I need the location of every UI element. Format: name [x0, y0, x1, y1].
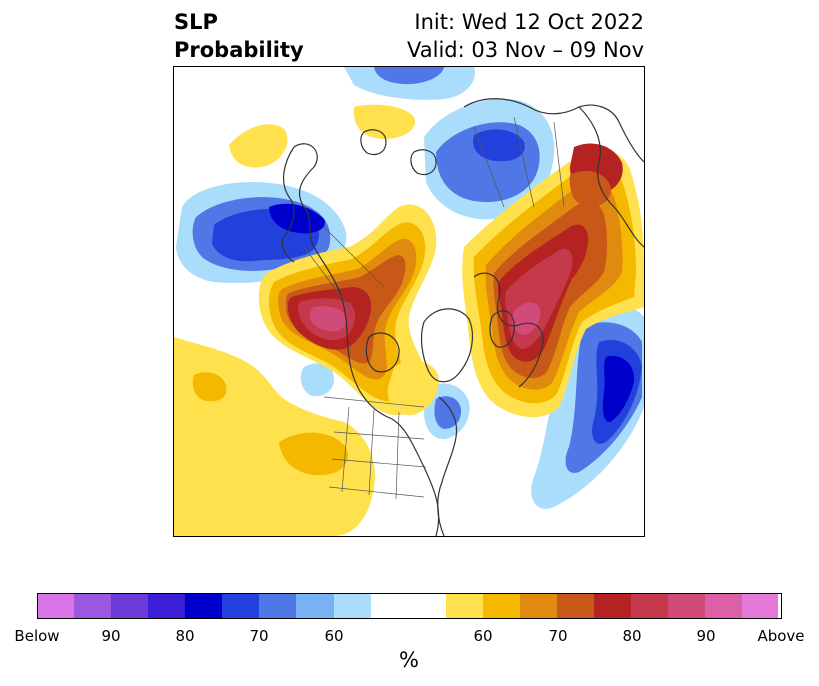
coastline-europe	[473, 272, 544, 388]
region-arctic-top-below-70	[374, 67, 444, 85]
border-us-states-1	[341, 406, 350, 493]
map-title: SLP Probability	[174, 8, 304, 64]
region-siberia-below-80	[473, 129, 525, 162]
colorbar-tick-label: 60	[324, 627, 344, 645]
date-info: Init: Wed 12 Oct 2022 Valid: 03 Nov – 09…	[407, 8, 644, 64]
border-us-canada	[323, 396, 425, 408]
borders	[303, 116, 565, 500]
coastline-hudson-bay	[365, 332, 400, 373]
colorbar-tick-label: 60	[473, 627, 493, 645]
border-us-states-4	[333, 431, 425, 440]
colorbar-swatch	[38, 594, 74, 618]
probability-map	[173, 66, 645, 537]
colorbar-tick-label: 70	[548, 627, 568, 645]
colorbar-swatch	[483, 594, 520, 618]
region-pacific-above-65	[192, 372, 227, 402]
coastline-arctic-islands-2	[410, 149, 437, 176]
region-pacific-small-below	[300, 363, 334, 397]
region-central-us-above-65	[279, 432, 348, 476]
coastlines	[281, 98, 644, 536]
colorbar-swatch	[520, 594, 557, 618]
coastline-greenland	[420, 308, 473, 383]
region-eurasia-above-90	[512, 302, 541, 335]
colorbar-tick-label: 80	[175, 627, 195, 645]
border-us-mexico	[328, 486, 425, 498]
init-date: Init: Wed 12 Oct 2022	[414, 10, 644, 34]
region-canada-above-90	[310, 306, 347, 332]
colorbar-unit-label: %	[399, 648, 419, 672]
coastline-north-america	[293, 143, 440, 536]
map-canvas	[174, 67, 644, 536]
region-ne-siberia-above-75	[569, 170, 611, 207]
colorbar-swatch	[222, 594, 259, 618]
colorbar-swatch	[74, 594, 111, 618]
colorbar-tick-label: 90	[101, 627, 121, 645]
colorbar-swatch	[334, 594, 371, 618]
border-us-states-2	[368, 408, 375, 496]
coastline-siberia	[463, 98, 644, 163]
coastline-scandinavia	[489, 310, 515, 348]
colorbar-swatch	[557, 594, 594, 618]
colorbar-swatch	[594, 594, 631, 618]
colorbar-swatch	[631, 594, 668, 618]
colorbar-swatch	[148, 594, 185, 618]
title-line-2: Probability	[174, 38, 304, 62]
colorbar-swatch	[409, 594, 446, 618]
region-greenland-above	[387, 360, 439, 416]
border-us-states-3	[395, 411, 400, 500]
coastline-alaska	[281, 146, 295, 263]
border-russia-1	[473, 126, 505, 208]
colorbar-swatch	[705, 594, 742, 618]
region-hudson-below-70	[434, 396, 462, 429]
colorbar-tick-label: 80	[622, 627, 642, 645]
colorbar-tick-label: 90	[696, 627, 716, 645]
coastline-asia-east	[578, 106, 644, 248]
border-canada-provinces-2	[323, 226, 385, 288]
region-atlantic-below-90	[602, 355, 635, 422]
probability-colorbar	[37, 593, 782, 619]
border-russia-3	[553, 121, 565, 208]
title-line-1: SLP	[174, 10, 218, 34]
coastline-east-coast	[437, 396, 458, 536]
below-probability-regions	[176, 67, 644, 509]
border-canada-provinces	[303, 246, 350, 308]
colorbar-swatch	[668, 594, 705, 618]
colorbar-swatch	[185, 594, 222, 618]
colorbar-tick-label: Above	[757, 627, 805, 645]
above-probability-regions	[174, 104, 644, 536]
region-north-pacific-below-90	[269, 203, 325, 234]
coastline-arctic-islands	[360, 129, 387, 156]
colorbar-tick-label: Below	[14, 627, 60, 645]
colorbar-swatch	[296, 594, 334, 618]
colorbar-swatch	[742, 594, 778, 618]
colorbar-swatch	[259, 594, 296, 618]
colorbar-tick-label: 70	[249, 627, 269, 645]
border-us-states-5	[331, 458, 427, 468]
colorbar-swatch	[371, 594, 409, 618]
border-russia-2	[513, 116, 535, 208]
valid-range: Valid: 03 Nov – 09 Nov	[407, 38, 644, 62]
region-aleutian-above	[229, 124, 288, 168]
colorbar-swatch	[111, 594, 148, 618]
colorbar-swatch	[446, 594, 483, 618]
